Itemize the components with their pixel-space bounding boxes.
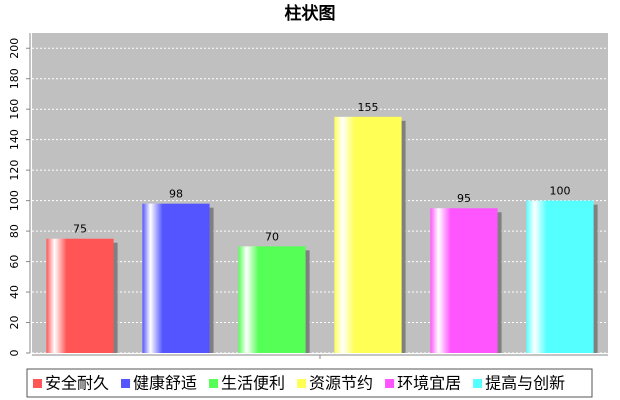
- bar: [46, 238, 114, 353]
- y-tick-label: 80: [8, 224, 21, 238]
- y-tick-label: 120: [8, 160, 21, 181]
- legend-label: 资源节约: [309, 374, 373, 393]
- bar: [142, 203, 210, 353]
- y-tick-label: 0: [8, 350, 21, 357]
- data-label: 95: [457, 192, 471, 205]
- chart-title: 柱状图: [285, 3, 336, 24]
- y-tick-label: 200: [8, 38, 21, 59]
- legend-label: 安全耐久: [45, 374, 109, 393]
- legend-label: 生活便利: [221, 374, 285, 393]
- bar: [334, 116, 402, 353]
- legend-label: 提高与创新: [485, 374, 565, 393]
- y-tick-label: 160: [8, 99, 21, 120]
- y-tick-label: 40: [8, 285, 21, 299]
- legend-swatch: [121, 379, 131, 388]
- bar: [238, 246, 306, 353]
- y-tick-label: 180: [8, 68, 21, 89]
- bar: [526, 200, 594, 353]
- plot-area: [32, 33, 608, 353]
- y-tick-label: 60: [8, 255, 21, 269]
- data-label: 100: [550, 185, 571, 198]
- legend-swatch: [33, 379, 42, 388]
- legend-swatch: [473, 379, 483, 388]
- data-label: 70: [265, 230, 279, 243]
- data-label: 98: [169, 188, 183, 201]
- y-tick-label: 140: [8, 129, 21, 150]
- data-label: 155: [358, 101, 379, 114]
- legend-swatch: [297, 379, 307, 388]
- legend-label: 环境宜居: [397, 374, 461, 393]
- data-label: 75: [73, 223, 87, 236]
- bar: [430, 208, 498, 353]
- legend-swatch: [209, 379, 219, 388]
- legend-swatch: [385, 379, 395, 388]
- y-tick-label: 100: [8, 190, 21, 211]
- legend-label: 健康舒适: [133, 374, 197, 393]
- y-tick-label: 20: [8, 316, 21, 330]
